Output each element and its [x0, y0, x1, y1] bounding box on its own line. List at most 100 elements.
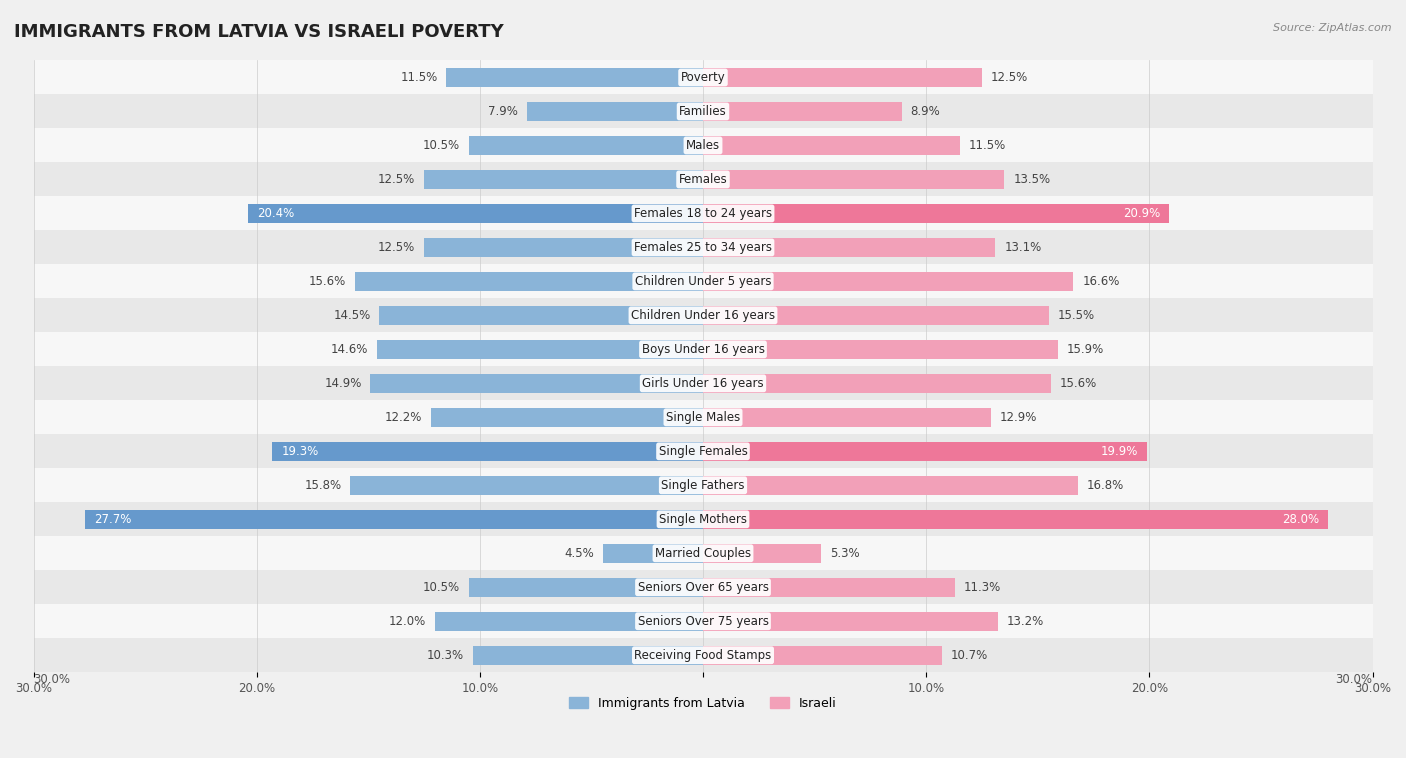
Text: 30.0%: 30.0% — [34, 673, 70, 686]
Text: 12.5%: 12.5% — [991, 71, 1028, 84]
Bar — [34, 638, 1372, 672]
Bar — [703, 340, 1057, 359]
Text: 10.3%: 10.3% — [427, 649, 464, 662]
Bar — [703, 238, 995, 257]
Bar — [468, 578, 703, 597]
Bar — [468, 136, 703, 155]
Text: Girls Under 16 years: Girls Under 16 years — [643, 377, 763, 390]
Text: 15.6%: 15.6% — [1060, 377, 1097, 390]
Bar — [703, 136, 960, 155]
Bar — [703, 68, 981, 87]
Text: Families: Families — [679, 105, 727, 118]
Text: Boys Under 16 years: Boys Under 16 years — [641, 343, 765, 356]
Text: 4.5%: 4.5% — [564, 547, 593, 560]
Bar — [84, 510, 703, 528]
Bar — [273, 442, 703, 461]
Text: Single Males: Single Males — [666, 411, 740, 424]
Text: 10.5%: 10.5% — [423, 139, 460, 152]
Text: Receiving Food Stamps: Receiving Food Stamps — [634, 649, 772, 662]
Text: 13.1%: 13.1% — [1004, 241, 1042, 254]
Text: Source: ZipAtlas.com: Source: ZipAtlas.com — [1274, 23, 1392, 33]
Text: 15.8%: 15.8% — [304, 479, 342, 492]
Text: Single Fathers: Single Fathers — [661, 479, 745, 492]
Text: 16.6%: 16.6% — [1083, 275, 1119, 288]
Text: 12.5%: 12.5% — [378, 241, 415, 254]
Bar — [34, 230, 1372, 265]
Bar — [34, 299, 1372, 332]
Text: 28.0%: 28.0% — [1282, 513, 1319, 526]
Text: 11.3%: 11.3% — [965, 581, 1001, 594]
Text: 20.9%: 20.9% — [1123, 207, 1160, 220]
Text: 15.6%: 15.6% — [309, 275, 346, 288]
Text: 12.2%: 12.2% — [384, 411, 422, 424]
Bar — [703, 408, 991, 427]
Text: IMMIGRANTS FROM LATVIA VS ISRAELI POVERTY: IMMIGRANTS FROM LATVIA VS ISRAELI POVERT… — [14, 23, 503, 41]
Bar — [703, 102, 901, 121]
Text: 19.9%: 19.9% — [1101, 445, 1139, 458]
Bar — [703, 442, 1147, 461]
Bar — [703, 306, 1049, 324]
Text: Single Mothers: Single Mothers — [659, 513, 747, 526]
Bar — [436, 612, 703, 631]
Text: 30.0%: 30.0% — [1336, 673, 1372, 686]
Bar — [34, 434, 1372, 468]
Text: 15.9%: 15.9% — [1067, 343, 1104, 356]
Bar — [34, 468, 1372, 503]
Text: 20.4%: 20.4% — [257, 207, 294, 220]
Text: Poverty: Poverty — [681, 71, 725, 84]
Bar — [703, 510, 1327, 528]
Text: 5.3%: 5.3% — [830, 547, 860, 560]
Bar — [34, 61, 1372, 95]
Bar — [703, 544, 821, 562]
Text: Children Under 16 years: Children Under 16 years — [631, 309, 775, 322]
Bar — [350, 476, 703, 495]
Bar — [354, 272, 703, 291]
Bar — [703, 204, 1170, 223]
Text: 11.5%: 11.5% — [401, 71, 437, 84]
Text: 14.5%: 14.5% — [333, 309, 371, 322]
Bar — [425, 238, 703, 257]
Text: 27.7%: 27.7% — [94, 513, 131, 526]
Legend: Immigrants from Latvia, Israeli: Immigrants from Latvia, Israeli — [564, 692, 842, 715]
Text: Married Couples: Married Couples — [655, 547, 751, 560]
Bar — [703, 170, 1004, 189]
Bar — [380, 306, 703, 324]
Text: 14.9%: 14.9% — [325, 377, 361, 390]
Text: 11.5%: 11.5% — [969, 139, 1005, 152]
Text: Females: Females — [679, 173, 727, 186]
Text: 16.8%: 16.8% — [1087, 479, 1123, 492]
Bar — [34, 604, 1372, 638]
Text: 10.5%: 10.5% — [423, 581, 460, 594]
Bar — [446, 68, 703, 87]
Bar — [603, 544, 703, 562]
Bar — [34, 503, 1372, 537]
Bar — [703, 272, 1073, 291]
Text: 12.5%: 12.5% — [378, 173, 415, 186]
Bar — [371, 374, 703, 393]
Bar — [703, 476, 1078, 495]
Bar — [34, 400, 1372, 434]
Bar — [425, 170, 703, 189]
Bar — [247, 204, 703, 223]
Text: 12.9%: 12.9% — [1000, 411, 1038, 424]
Text: Children Under 5 years: Children Under 5 years — [634, 275, 772, 288]
Bar — [703, 646, 942, 665]
Bar — [703, 578, 955, 597]
Bar — [34, 570, 1372, 604]
Text: 13.5%: 13.5% — [1014, 173, 1050, 186]
Bar — [34, 537, 1372, 570]
Bar — [34, 128, 1372, 162]
Text: Seniors Over 65 years: Seniors Over 65 years — [637, 581, 769, 594]
Bar — [527, 102, 703, 121]
Text: 19.3%: 19.3% — [281, 445, 319, 458]
Text: 14.6%: 14.6% — [330, 343, 368, 356]
Bar — [34, 265, 1372, 299]
Bar — [34, 95, 1372, 128]
Bar — [34, 332, 1372, 366]
Text: Males: Males — [686, 139, 720, 152]
Text: 15.5%: 15.5% — [1057, 309, 1095, 322]
Bar — [474, 646, 703, 665]
Text: Females 25 to 34 years: Females 25 to 34 years — [634, 241, 772, 254]
Text: 8.9%: 8.9% — [911, 105, 941, 118]
Text: 7.9%: 7.9% — [488, 105, 517, 118]
